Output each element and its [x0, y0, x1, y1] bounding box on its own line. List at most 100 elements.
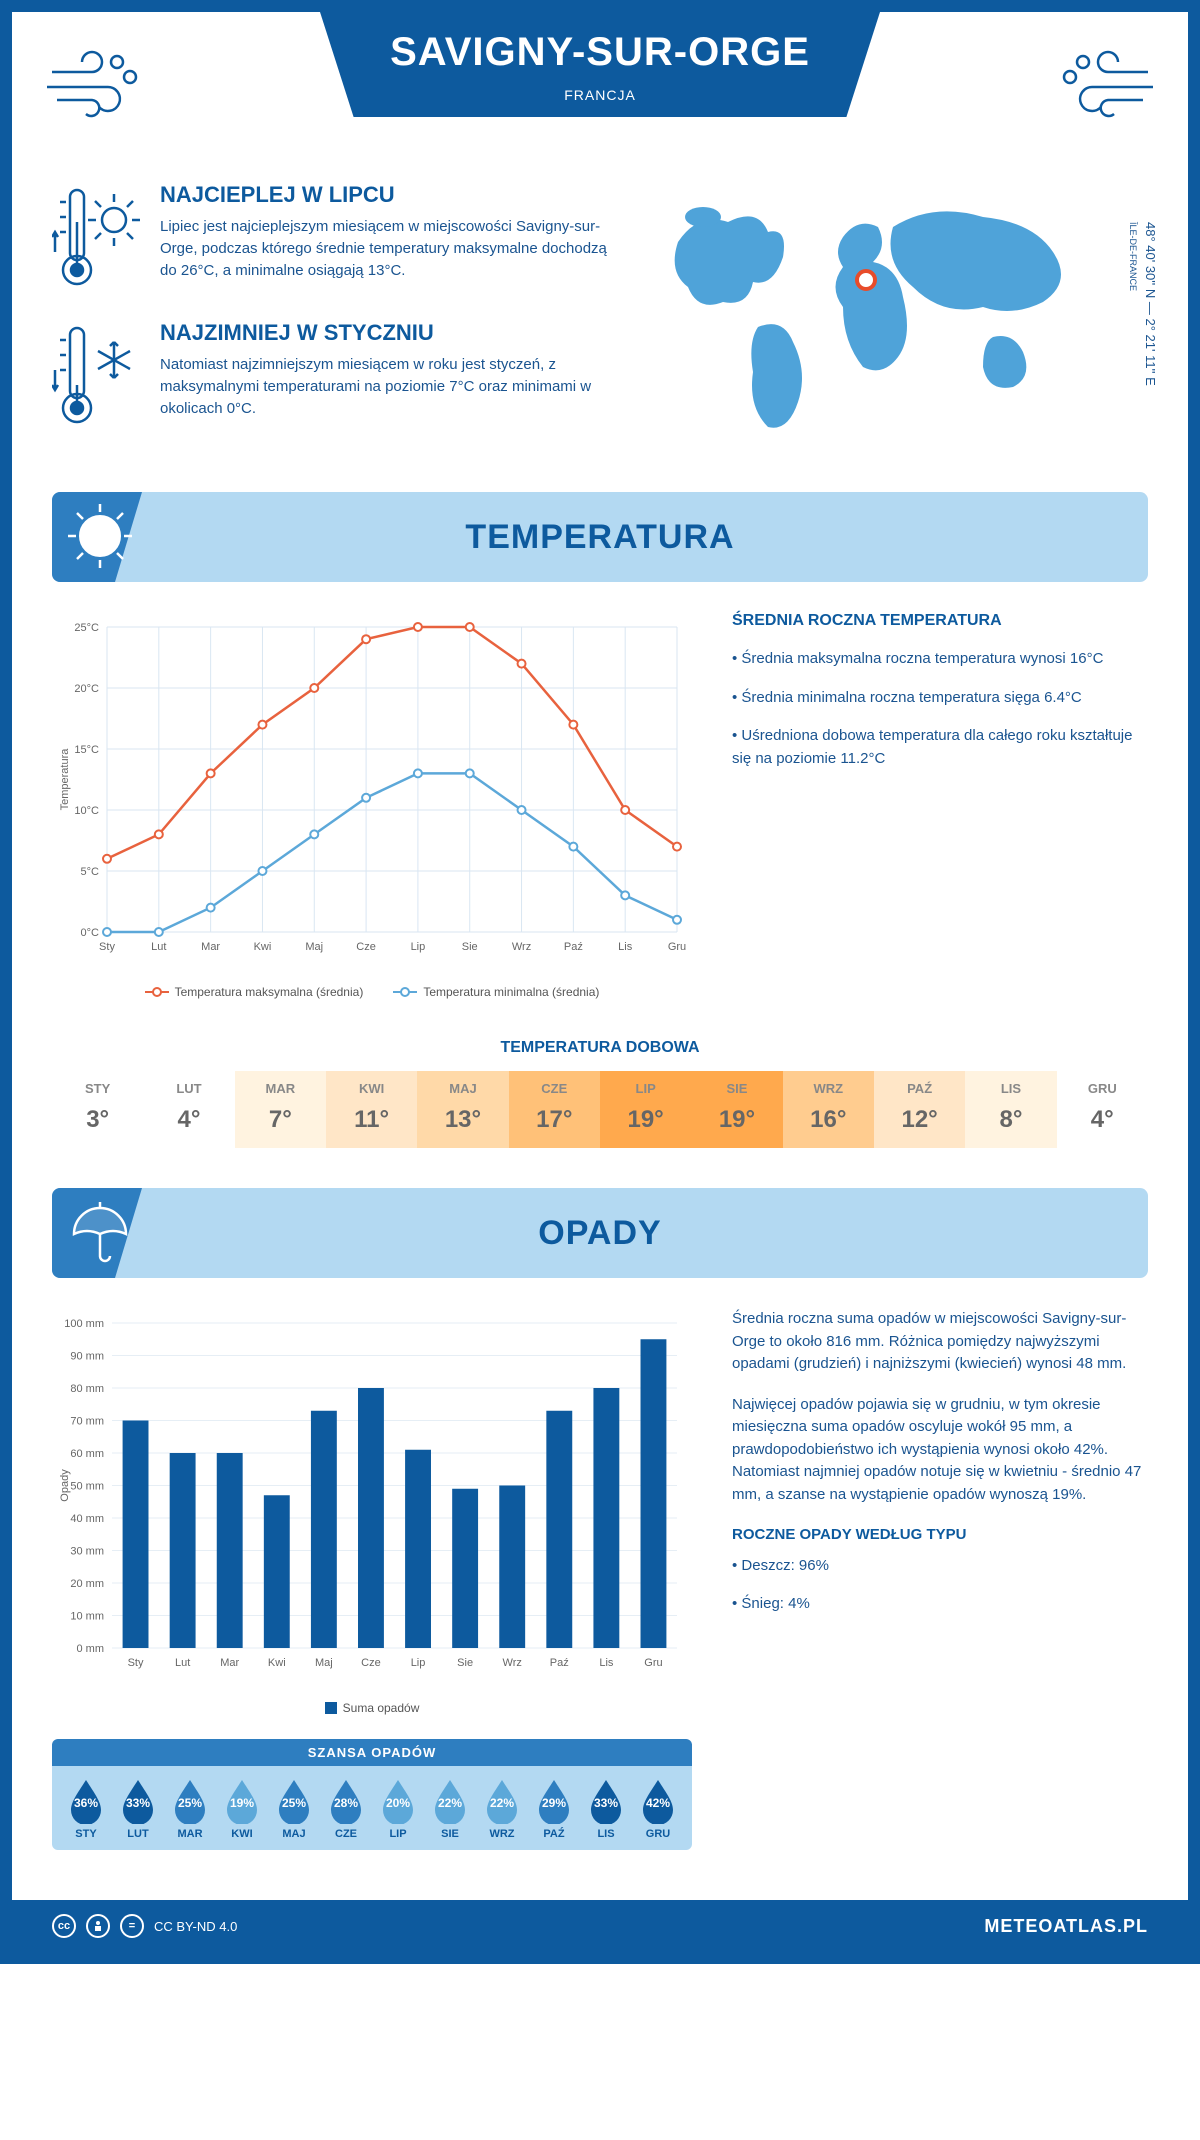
- header: SAVIGNY-SUR-ORGE FRANCJA: [12, 12, 1188, 172]
- chance-cell: 19% KWI: [216, 1778, 268, 1840]
- svg-text:0°C: 0°C: [81, 927, 100, 939]
- svg-text:Sty: Sty: [128, 1657, 144, 1669]
- svg-text:Kwi: Kwi: [254, 941, 272, 953]
- svg-text:Lis: Lis: [618, 941, 633, 953]
- svg-text:Lut: Lut: [151, 941, 166, 953]
- svg-text:25°C: 25°C: [74, 622, 99, 634]
- legend-max: #leg-max::before{border-color:#e8623e} T…: [145, 985, 364, 999]
- svg-text:Maj: Maj: [315, 1657, 333, 1669]
- chance-cell: 22% WRZ: [476, 1778, 528, 1840]
- svg-text:90 mm: 90 mm: [70, 1351, 104, 1363]
- svg-text:Lip: Lip: [411, 1657, 426, 1669]
- svg-text:Sie: Sie: [457, 1657, 473, 1669]
- chance-cell: 20% LIP: [372, 1778, 424, 1840]
- location-marker: [855, 269, 877, 291]
- svg-text:5°C: 5°C: [81, 866, 100, 878]
- precip-bar-chart: 0 mm10 mm20 mm30 mm40 mm50 mm60 mm70 mm8…: [52, 1308, 692, 1715]
- chance-row: 36% STY 33% LUT 25% MAR 19% KWI 25% MAJ …: [52, 1766, 692, 1850]
- chance-cell: 22% SIE: [424, 1778, 476, 1840]
- chance-cell: 25% MAJ: [268, 1778, 320, 1840]
- svg-text:Lis: Lis: [599, 1657, 614, 1669]
- warm-text: Lipiec jest najcieplejszym miesiącem w m…: [160, 216, 618, 281]
- svg-text:Sty: Sty: [99, 941, 115, 953]
- precip-type-item: • Deszcz: 96%: [732, 1555, 1148, 1578]
- daily-cell: MAR7°: [235, 1071, 326, 1148]
- cc-icon: cc: [52, 1914, 76, 1938]
- svg-text:Lut: Lut: [175, 1657, 190, 1669]
- world-map: 48° 40' 30'' N — 2° 21' 11'' E ÎLE-DE-FR…: [648, 182, 1148, 462]
- daily-cell: KWI11°: [326, 1071, 417, 1148]
- svg-text:Temperatura: Temperatura: [59, 748, 71, 811]
- precip-text-1: Średnia roczna suma opadów w miejscowośc…: [732, 1308, 1148, 1376]
- chance-cell: 25% MAR: [164, 1778, 216, 1840]
- wind-icon: [42, 42, 162, 122]
- svg-text:10°C: 10°C: [74, 805, 99, 817]
- svg-text:Wrz: Wrz: [503, 1657, 522, 1669]
- precip-type-item: • Śnieg: 4%: [732, 1593, 1148, 1616]
- daily-temp-table: STY3°LUT4°MAR7°KWI11°MAJ13°CZE17°LIP19°S…: [52, 1071, 1148, 1148]
- daily-cell: GRU4°: [1057, 1071, 1148, 1148]
- nd-icon: =: [120, 1914, 144, 1938]
- svg-text:Paź: Paź: [564, 941, 583, 953]
- legend-min: #leg-min::before{border-color:#5ca8d9} T…: [393, 985, 599, 999]
- chance-cell: 33% LUT: [112, 1778, 164, 1840]
- svg-text:Kwi: Kwi: [268, 1657, 286, 1669]
- temp-info-title: ŚREDNIA ROCZNA TEMPERATURA: [732, 612, 1148, 630]
- daily-cell: MAJ13°: [417, 1071, 508, 1148]
- daily-temp-title: TEMPERATURA DOBOWA: [12, 1039, 1188, 1057]
- svg-text:Sie: Sie: [462, 941, 478, 953]
- daily-cell: LUT4°: [143, 1071, 234, 1148]
- daily-cell: LIP19°: [600, 1071, 691, 1148]
- svg-text:Wrz: Wrz: [512, 941, 531, 953]
- temperature-line-chart: 0°C 5°C 10°C 15°C 20°C 25°C Sty Lut Mar Kwi Maj Cze…: [52, 612, 692, 999]
- chance-cell: 29% PAŹ: [528, 1778, 580, 1840]
- warm-month-block: NAJCIEPLEJ W LIPCU Lipiec jest najcieple…: [52, 182, 618, 292]
- cold-month-block: NAJZIMNIEJ W STYCZNIU Natomiast najzimni…: [52, 320, 618, 430]
- by-icon: [86, 1914, 110, 1938]
- temp-info-item: • Średnia minimalna roczna temperatura s…: [732, 687, 1148, 710]
- warm-heading: NAJCIEPLEJ W LIPCU: [160, 182, 618, 208]
- cold-heading: NAJZIMNIEJ W STYCZNIU: [160, 320, 618, 346]
- temp-info-item: • Uśredniona dobowa temperatura dla całe…: [732, 725, 1148, 770]
- svg-text:80 mm: 80 mm: [70, 1383, 104, 1395]
- svg-text:Cze: Cze: [356, 941, 376, 953]
- daily-cell: PAŹ12°: [874, 1071, 965, 1148]
- page-subtitle: FRANCJA: [380, 87, 820, 103]
- svg-text:10 mm: 10 mm: [70, 1611, 104, 1623]
- license-text: CC BY-ND 4.0: [154, 1919, 237, 1934]
- svg-text:20 mm: 20 mm: [70, 1578, 104, 1590]
- svg-text:15°C: 15°C: [74, 744, 99, 756]
- svg-text:Gru: Gru: [668, 941, 686, 953]
- section-title: TEMPERATURA: [465, 518, 734, 557]
- precip-type-title: ROCZNE OPADY WEDŁUG TYPU: [732, 1524, 1148, 1547]
- thermometer-sun-icon: [52, 182, 142, 292]
- section-title: OPADY: [538, 1214, 661, 1253]
- svg-text:Lip: Lip: [411, 941, 426, 953]
- legend-precip: Suma opadów: [325, 1701, 420, 1715]
- svg-text:Cze: Cze: [361, 1657, 381, 1669]
- svg-text:50 mm: 50 mm: [70, 1481, 104, 1493]
- svg-text:Maj: Maj: [305, 941, 323, 953]
- wind-icon: [1038, 42, 1158, 122]
- thermometer-snow-icon: [52, 320, 142, 430]
- svg-text:Mar: Mar: [201, 941, 220, 953]
- daily-cell: STY3°: [52, 1071, 143, 1148]
- svg-text:Opady: Opady: [59, 1469, 71, 1502]
- chance-cell: 36% STY: [60, 1778, 112, 1840]
- temperature-section-banner: TEMPERATURA: [52, 492, 1148, 582]
- brand: METEOATLAS.PL: [984, 1916, 1148, 1937]
- footer: cc = CC BY-ND 4.0 METEOATLAS.PL: [12, 1900, 1188, 1952]
- temp-info-item: • Średnia maksymalna roczna temperatura …: [732, 648, 1148, 671]
- daily-cell: WRZ16°: [783, 1071, 874, 1148]
- chance-title: SZANSA OPADÓW: [52, 1739, 692, 1766]
- daily-cell: CZE17°: [509, 1071, 600, 1148]
- chance-cell: 42% GRU: [632, 1778, 684, 1840]
- precip-section-banner: OPADY: [52, 1188, 1148, 1278]
- svg-text:40 mm: 40 mm: [70, 1513, 104, 1525]
- cold-text: Natomiast najzimniejszym miesiącem w rok…: [160, 354, 618, 419]
- svg-text:20°C: 20°C: [74, 683, 99, 695]
- svg-text:Paź: Paź: [550, 1657, 569, 1669]
- coordinates: 48° 40' 30'' N — 2° 21' 11'' E ÎLE-DE-FR…: [1124, 222, 1158, 386]
- daily-cell: SIE19°: [691, 1071, 782, 1148]
- svg-text:Mar: Mar: [220, 1657, 239, 1669]
